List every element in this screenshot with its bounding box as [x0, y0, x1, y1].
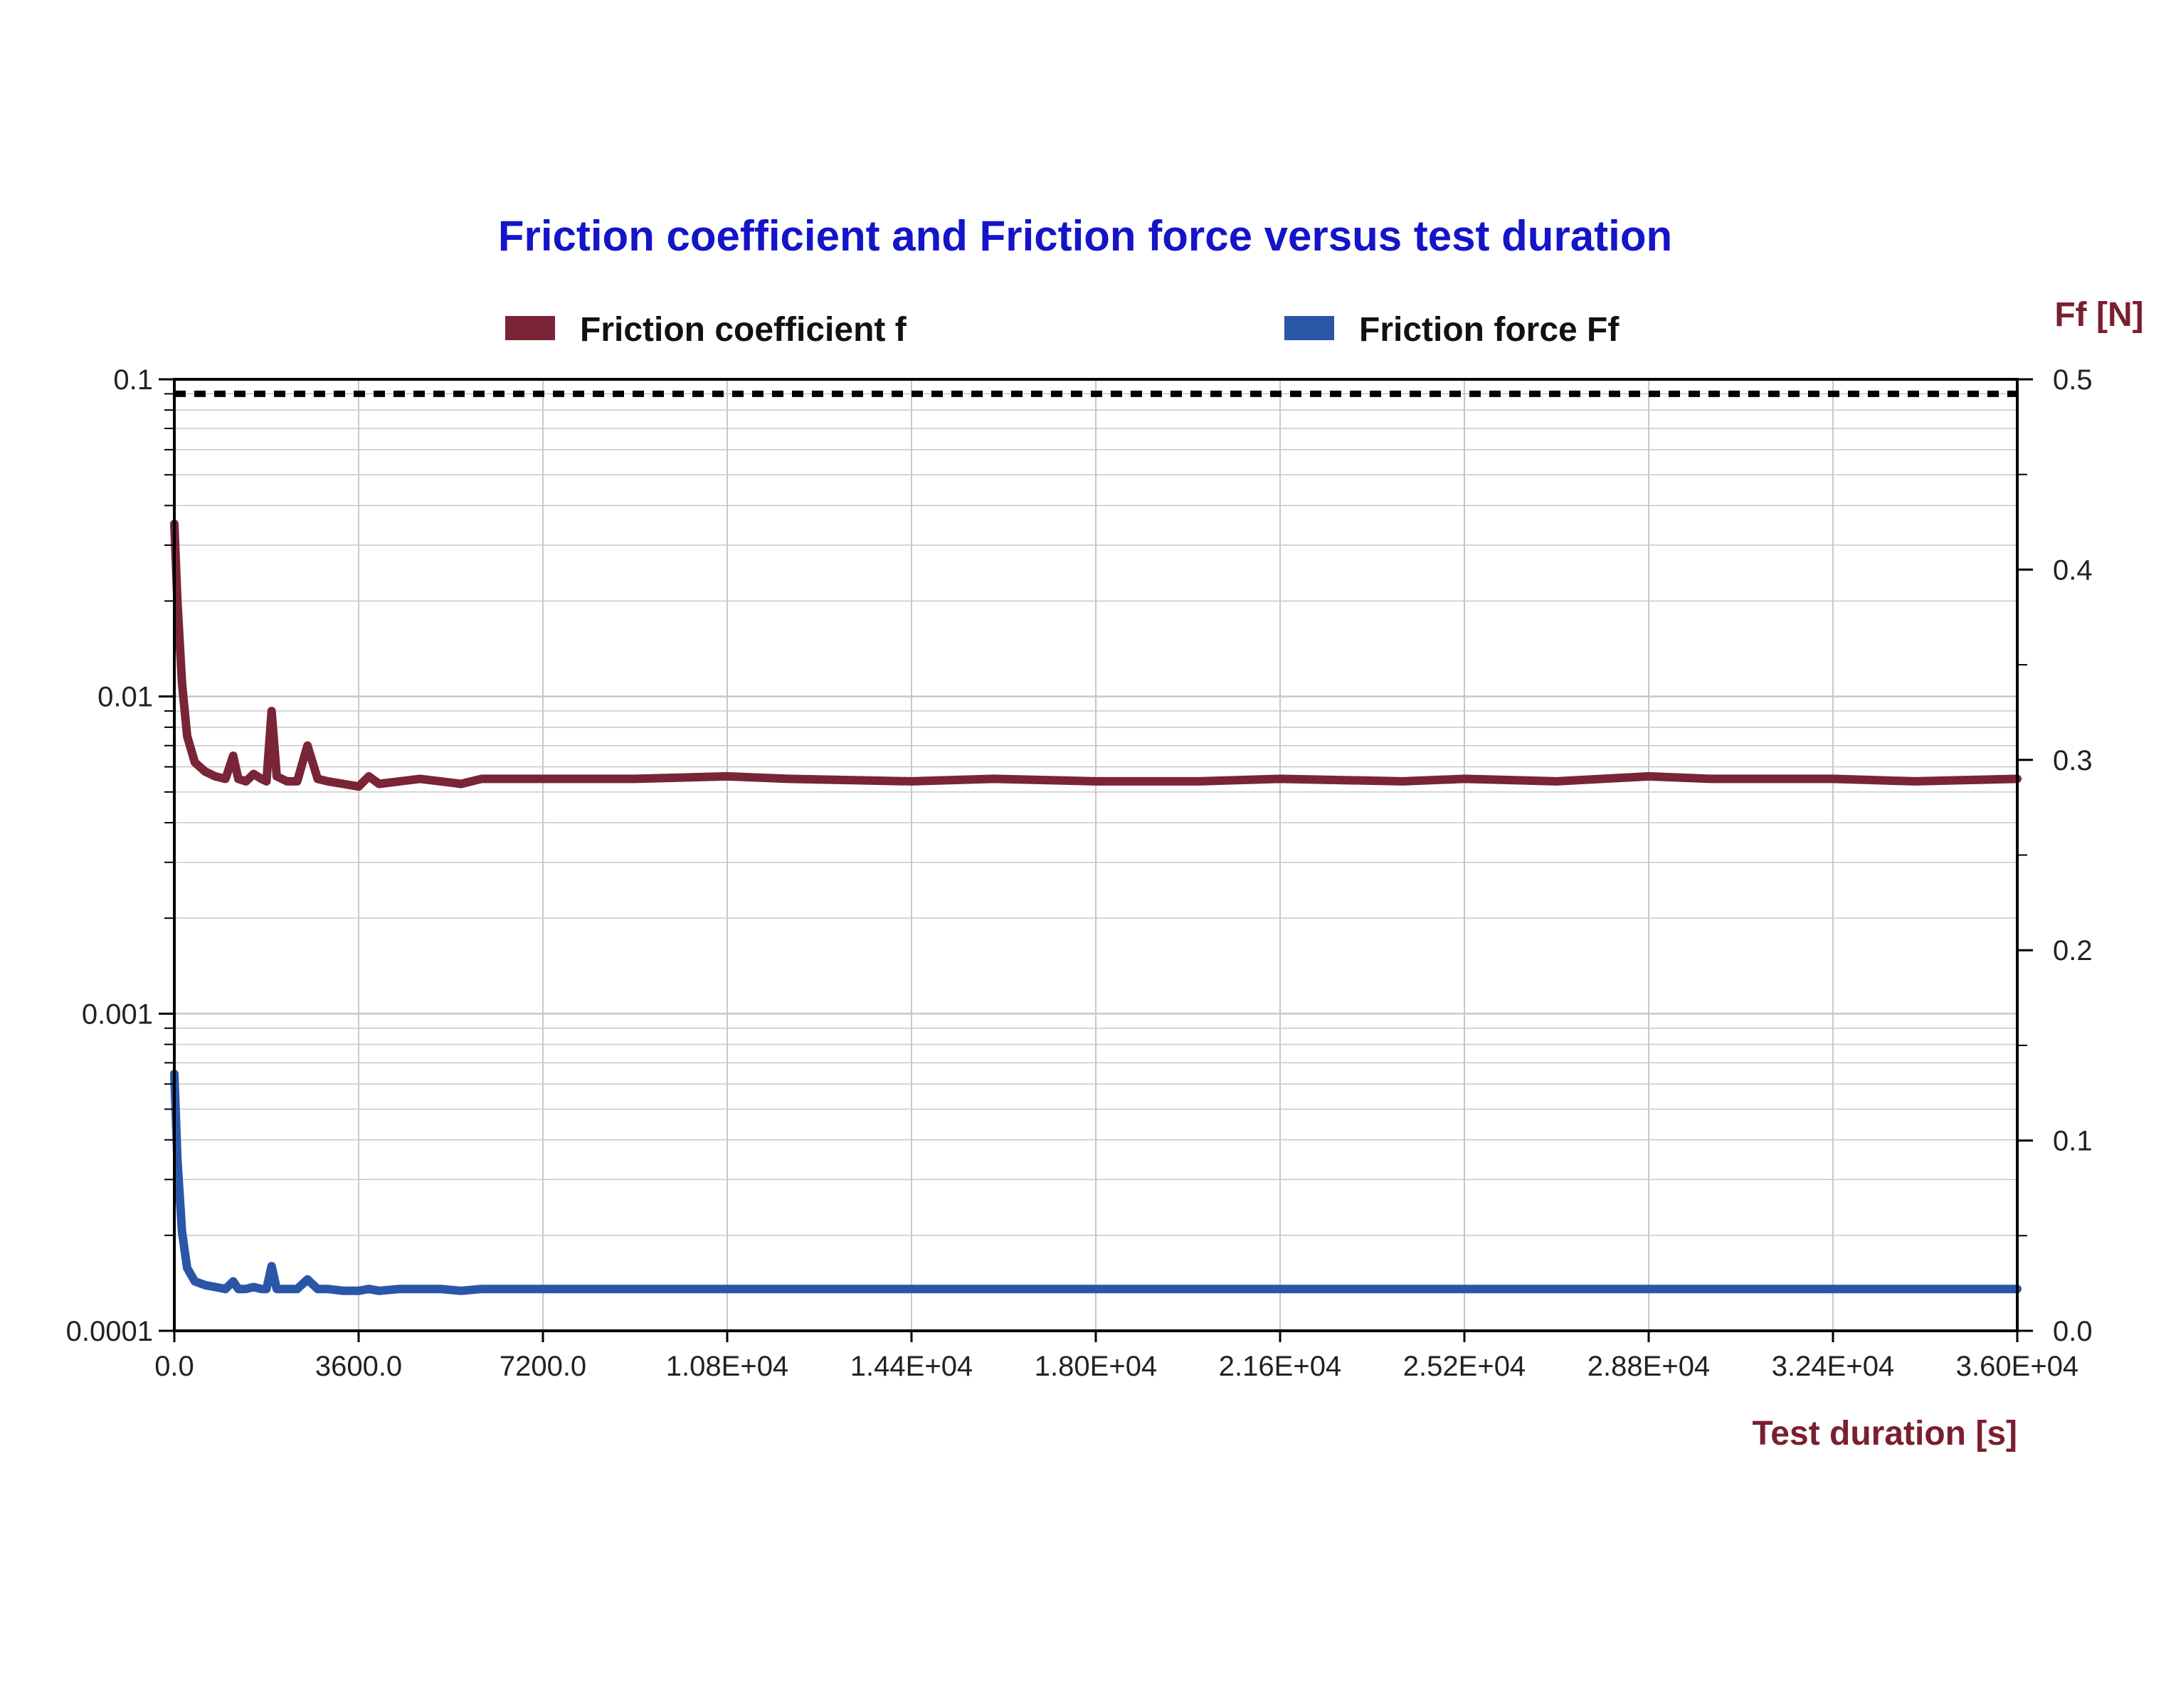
x-tick-label: 0.0	[154, 1351, 194, 1382]
y2-tick-label: 0.4	[2053, 554, 2093, 586]
x-tick-label: 1.80E+04	[1035, 1351, 1157, 1382]
y2-tick-label: 0.2	[2053, 935, 2093, 966]
x-tick-label: 2.16E+04	[1219, 1351, 1341, 1382]
x-tick-label: 1.44E+04	[850, 1351, 973, 1382]
x-tick-label: 1.08E+04	[666, 1351, 788, 1382]
y2-tick-label: 0.3	[2053, 745, 2093, 776]
y-tick-label: 0.0001	[66, 1316, 153, 1347]
x-tick-label: 2.88E+04	[1587, 1351, 1710, 1382]
x-tick-label: 3.24E+04	[1772, 1351, 1894, 1382]
chart-title: Friction coefficient and Friction force …	[498, 212, 1672, 260]
x-tick-label: 3600.0	[315, 1351, 402, 1382]
legend-swatch-friction-coefficient	[505, 316, 555, 340]
y2-tick-label: 0.1	[2053, 1126, 2093, 1157]
y2-tick-label: 0.0	[2053, 1316, 2093, 1347]
legend-label-friction-force: Friction force Ff	[1359, 311, 1620, 349]
x-axis-title: Test duration [s]	[1753, 1415, 2017, 1453]
legend-swatch-friction-force	[1284, 316, 1334, 340]
x-tick-label: 3.60E+04	[1956, 1351, 2078, 1382]
legend-label-friction-coefficient: Friction coefficient f	[580, 311, 907, 349]
y2-tick-label: 0.5	[2053, 364, 2093, 396]
y-tick-label: 0.01	[97, 682, 153, 713]
y2-axis-title: Ff [N]	[2054, 296, 2143, 334]
y-tick-label: 0.001	[82, 998, 153, 1030]
x-tick-label: 2.52E+04	[1403, 1351, 1526, 1382]
x-tick-label: 7200.0	[500, 1351, 586, 1382]
y-tick-label: 0.1	[113, 364, 153, 396]
